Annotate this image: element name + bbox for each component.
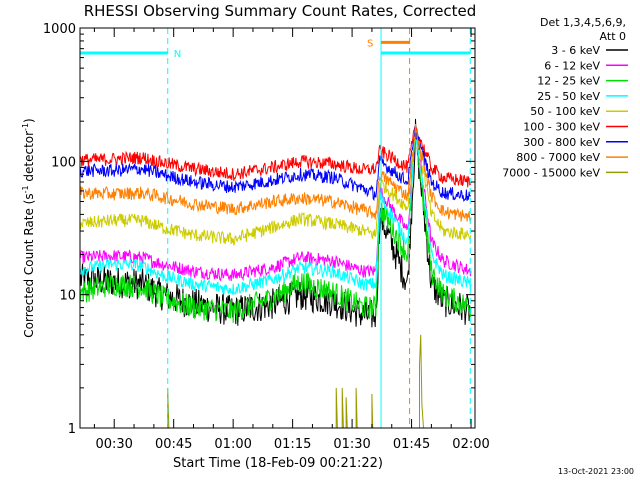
x-tick-label: 01:30 xyxy=(333,437,370,452)
y-axis-label: Corrected Count Rate (s-1 detector-1) xyxy=(21,118,36,337)
y-tick-label: 10 xyxy=(59,289,76,304)
y-axis: 1 10 100 1000 xyxy=(43,22,475,437)
y-tick-label: 1000 xyxy=(43,22,76,37)
x-tick-label: 01:45 xyxy=(393,437,430,452)
series-line-5 xyxy=(80,124,472,247)
legend-label: 800 - 7000 keV xyxy=(516,151,600,164)
legend-label: 100 - 300 keV xyxy=(523,121,600,134)
legend-label: 25 - 50 keV xyxy=(537,90,600,103)
legend-label: 300 - 800 keV xyxy=(523,136,600,149)
x-tick-label: 02:00 xyxy=(452,437,489,452)
x-axis-label: Start Time (18-Feb-09 00:21:22) xyxy=(173,456,383,471)
legend-label: 12 - 25 keV xyxy=(537,75,600,88)
legend-label: 6 - 12 keV xyxy=(544,59,600,72)
chart-title: RHESSI Observing Summary Count Rates, Co… xyxy=(84,2,477,20)
saa-flag-label: S xyxy=(367,38,373,49)
legend-header-2: Att 0 xyxy=(600,30,626,43)
x-tick-label: 01:00 xyxy=(214,437,251,452)
series-line-6 xyxy=(80,125,472,188)
x-axis: 00:30 00:45 01:00 01:15 01:30 01:45 02:00 xyxy=(93,28,490,452)
legend-label: 50 - 100 keV xyxy=(530,105,600,118)
legend-label: 3 - 6 keV xyxy=(551,44,600,57)
attenuator-flag-label: N xyxy=(174,49,181,60)
plot-frame xyxy=(79,27,476,429)
legend-header-1: Det 1,3,4,5,6,9, xyxy=(540,16,626,29)
series-layer xyxy=(80,118,472,429)
series-line-2 xyxy=(80,126,472,282)
series-line-4 xyxy=(80,131,472,296)
x-tick-label: 01:15 xyxy=(274,437,311,452)
series-line-8 xyxy=(80,124,472,223)
legend-label: 7000 - 15000 keV xyxy=(502,166,600,179)
x-tick-label: 00:30 xyxy=(95,437,132,452)
series-line-1 xyxy=(80,118,472,328)
x-tick-label: 00:45 xyxy=(155,437,192,452)
series-line-7 xyxy=(80,125,472,202)
timestamp: 13-Oct-2021 23:00 xyxy=(558,467,634,476)
legend: 3 - 6 keV 6 - 12 keV 12 - 25 keV 25 - 50 ke… xyxy=(502,44,628,179)
y-tick-label: 100 xyxy=(51,155,76,170)
flag-layer: NS xyxy=(80,28,471,428)
series-line-3 xyxy=(80,126,472,323)
y-tick-label: 1 xyxy=(68,422,76,437)
